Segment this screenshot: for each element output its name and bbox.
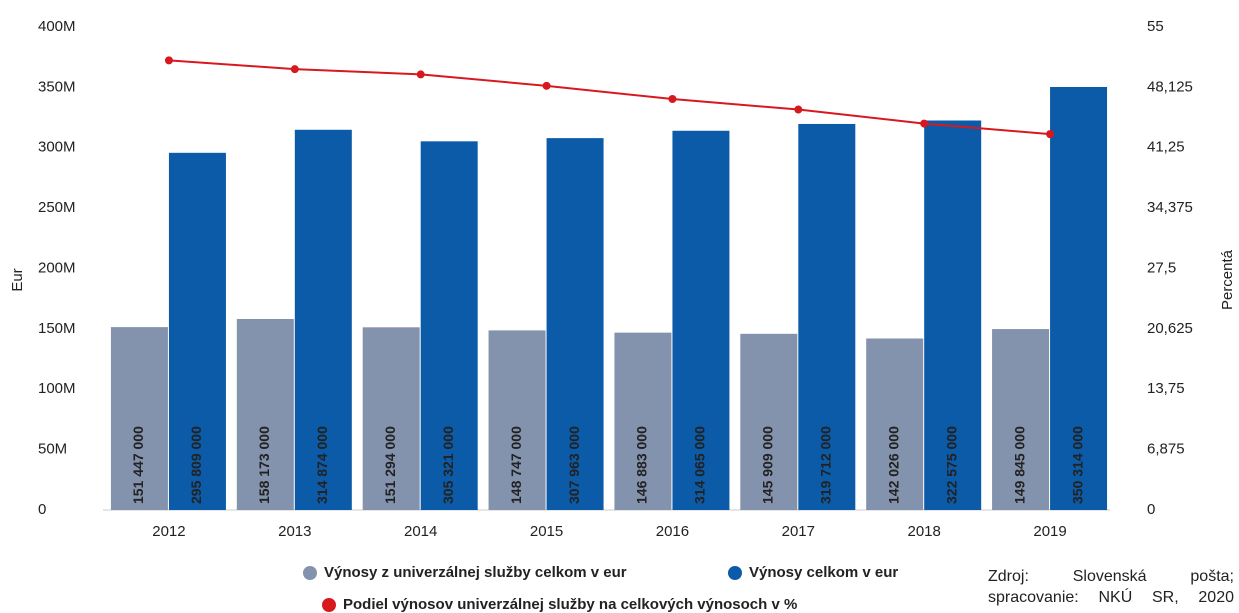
y2ticks-label: 20,625 [1147, 320, 1193, 337]
bar [362, 327, 420, 510]
bar [110, 327, 168, 510]
line-point [416, 70, 425, 79]
bar-value-label: 305 321 000 [440, 426, 456, 504]
bar-value-label: 314 065 000 [692, 426, 708, 504]
yticks-label: 300M [38, 139, 76, 156]
bar-value-label: 307 963 000 [566, 426, 582, 504]
legend-label: Výnosy z univerzálnej služby celkom v eu… [324, 564, 627, 581]
x-tick-label: 2019 [1033, 523, 1066, 540]
yticks-label: 0 [38, 501, 46, 518]
bar-value-label: 145 909 000 [760, 426, 776, 504]
legend-marker [322, 598, 336, 612]
x-tick-label: 2014 [404, 523, 437, 540]
bar [236, 319, 294, 510]
bar [924, 120, 982, 510]
x-tick-label: 2015 [530, 523, 563, 540]
x-tick-label: 2017 [782, 523, 815, 540]
source-note: Zdroj: Slovenská pošta; spracovanie: NKÚ… [988, 568, 1234, 606]
bar-value-label: 295 809 000 [188, 426, 204, 504]
y-axis-label: Eur [9, 268, 26, 291]
line [168, 59, 1051, 136]
bar-value-label: 158 173 000 [256, 426, 272, 504]
bar [798, 123, 856, 511]
legend-marker [728, 566, 742, 580]
x-tick-label: 2012 [152, 523, 185, 540]
yticks-label: 50M [38, 441, 67, 458]
bar-value-label: 148 747 000 [508, 426, 524, 504]
bar-value-label: 322 575 000 [943, 426, 959, 504]
y2ticks-label: 34,375 [1147, 199, 1193, 216]
bar-value-label: 142 026 000 [885, 426, 901, 504]
legend-label: Výnosy celkom v eur [749, 564, 898, 581]
bar [420, 141, 478, 510]
bar [992, 329, 1050, 510]
y2ticks-label: 6,875 [1147, 441, 1185, 458]
bar [672, 130, 730, 510]
yticks-label: 250M [38, 199, 76, 216]
yticks-label: 400M [38, 18, 76, 35]
bar-value-label: 319 712 000 [818, 426, 834, 504]
legend-label: Podiel výnosov univerzálnej služby na ce… [343, 596, 797, 613]
line-point [1046, 130, 1055, 139]
y2ticks-label: 55 [1147, 18, 1164, 35]
yticks-label: 200M [38, 259, 76, 276]
bar-value-label: 314 874 000 [314, 426, 330, 504]
line-point [290, 65, 299, 74]
y2ticks-label: 41,25 [1147, 139, 1185, 156]
line-point [920, 119, 929, 128]
legend-marker [303, 566, 317, 580]
bar [168, 152, 226, 510]
line-point [164, 56, 173, 65]
bar [294, 129, 352, 510]
y2-axis-label: Percentá [1219, 249, 1236, 310]
bar-value-label: 151 294 000 [382, 426, 398, 504]
x-tick-label: 2018 [908, 523, 941, 540]
bar [614, 332, 672, 510]
line-point [542, 81, 551, 90]
x-tick-label: 2013 [278, 523, 311, 540]
bar-value-label: 350 314 000 [1069, 426, 1085, 504]
y2ticks-label: 27,5 [1147, 259, 1176, 276]
bar [488, 330, 546, 510]
bar [1050, 86, 1108, 510]
bar-value-label: 146 883 000 [634, 426, 650, 504]
y2ticks-label: 48,125 [1147, 78, 1193, 95]
bar [740, 333, 798, 510]
bar-value-label: 149 845 000 [1011, 426, 1027, 504]
y2ticks-label: 13,75 [1147, 380, 1185, 397]
bar [546, 138, 604, 510]
line-point [668, 95, 677, 104]
y2ticks-label: 0 [1147, 501, 1155, 518]
yticks-label: 100M [38, 380, 76, 397]
x-tick-label: 2016 [656, 523, 689, 540]
bar [866, 338, 924, 510]
line-point [794, 105, 803, 114]
bar-value-label: 151 447 000 [130, 426, 146, 504]
yticks-label: 350M [38, 78, 76, 95]
yticks-label: 150M [38, 320, 76, 337]
